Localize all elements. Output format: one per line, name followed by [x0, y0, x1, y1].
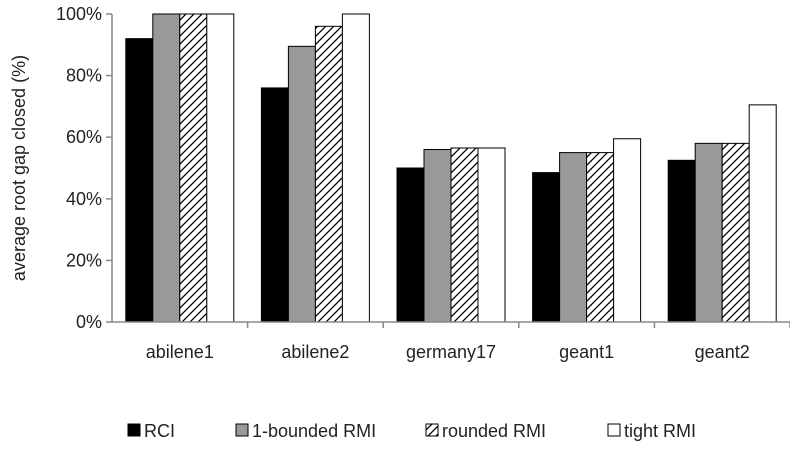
bar-tight-rmi-germany17 [477, 147, 506, 323]
x-category-label: germany17 [406, 342, 496, 362]
bars-group [125, 13, 777, 323]
y-tick-label: 40% [66, 189, 102, 209]
legend-label: tight RMI [624, 421, 696, 441]
x-category-label: geant2 [695, 342, 750, 362]
y-tick-label: 60% [66, 127, 102, 147]
bar-rounded-rmi-abilene1 [179, 13, 208, 323]
legend-swatch-rci [127, 423, 141, 437]
bar-rounded-rmi-geant1 [586, 152, 615, 323]
bar-rounded-rmi-germany17 [450, 147, 479, 323]
bar-1-bounded-rmi-abilene1 [152, 13, 181, 323]
legend-swatch-tight-rmi [607, 423, 621, 437]
bar-rci-abilene2 [260, 87, 289, 323]
bar-rci-abilene1 [125, 38, 154, 323]
bar-rci-geant2 [667, 159, 696, 323]
y-tick-label: 0% [76, 312, 102, 332]
bar-1-bounded-rmi-abilene2 [287, 45, 316, 323]
x-axis-category-labels: abilene1 abilene2 germany17 geant1 geant2 [146, 322, 790, 362]
legend-label: RCI [144, 421, 175, 441]
legend: RCI 1-bounded RMI rounded RMI tight RMI [127, 421, 696, 441]
bar-rci-germany17 [396, 167, 425, 323]
bar-tight-rmi-abilene2 [341, 13, 370, 323]
y-axis-ticks: 0% 20% 40% 60% 80% 100% [56, 4, 112, 332]
bar-tight-rmi-abilene1 [206, 13, 235, 323]
x-category-label: geant1 [559, 342, 614, 362]
bar-1-bounded-rmi-geant1 [559, 152, 588, 323]
bar-1-bounded-rmi-germany17 [423, 149, 452, 323]
bar-tight-rmi-geant2 [748, 104, 777, 323]
bar-rounded-rmi-abilene2 [314, 25, 343, 323]
y-axis-title: average root gap closed (%) [9, 55, 29, 281]
legend-label: rounded RMI [442, 421, 546, 441]
legend-swatch-rounded-rmi [425, 423, 439, 437]
legend-label: 1-bounded RMI [252, 421, 376, 441]
y-tick-label: 100% [56, 4, 102, 24]
x-category-label: abilene1 [146, 342, 214, 362]
y-tick-label: 80% [66, 66, 102, 86]
x-category-label: abilene2 [281, 342, 349, 362]
bar-rounded-rmi-geant2 [721, 142, 750, 323]
legend-swatch-1-bounded-rmi [235, 423, 249, 437]
bar-1-bounded-rmi-geant2 [694, 142, 723, 323]
y-tick-label: 20% [66, 250, 102, 270]
bar-rci-geant1 [532, 172, 561, 323]
bar-tight-rmi-geant1 [613, 138, 642, 323]
